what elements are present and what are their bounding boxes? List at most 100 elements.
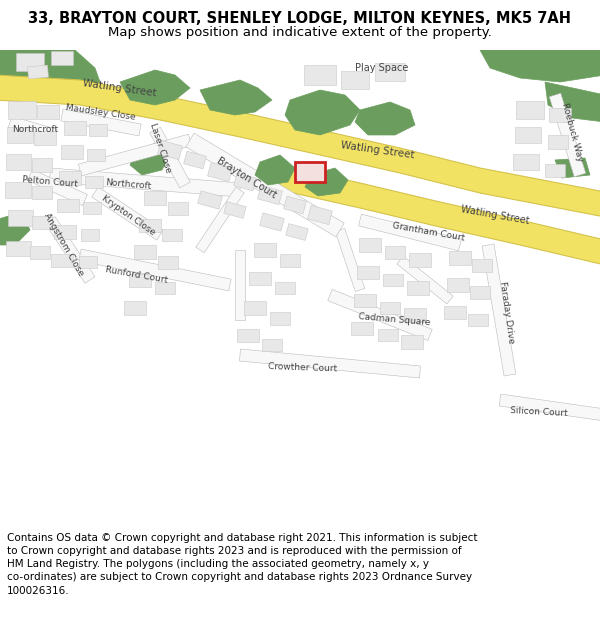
Bar bbox=[407, 281, 429, 295]
Text: Northcroft: Northcroft bbox=[12, 126, 58, 134]
Polygon shape bbox=[61, 109, 141, 136]
Bar bbox=[134, 245, 156, 259]
Text: Grantham Court: Grantham Court bbox=[392, 221, 466, 243]
Polygon shape bbox=[359, 214, 461, 251]
Bar bbox=[5, 182, 31, 198]
Bar bbox=[59, 171, 81, 185]
Text: Laser Close: Laser Close bbox=[148, 122, 173, 174]
Bar bbox=[224, 202, 246, 218]
Polygon shape bbox=[235, 250, 245, 320]
Text: Watling Street: Watling Street bbox=[460, 204, 530, 226]
Bar bbox=[16, 53, 44, 71]
Bar bbox=[385, 246, 405, 259]
Text: Runford Court: Runford Court bbox=[105, 265, 169, 285]
Polygon shape bbox=[549, 93, 586, 177]
Polygon shape bbox=[120, 70, 190, 105]
Polygon shape bbox=[150, 127, 190, 188]
Bar bbox=[254, 243, 276, 257]
Bar bbox=[8, 101, 36, 119]
Bar bbox=[244, 301, 266, 315]
Text: Angstrom Close: Angstrom Close bbox=[42, 212, 85, 278]
Bar bbox=[280, 254, 300, 266]
Bar bbox=[468, 314, 488, 326]
Bar bbox=[51, 254, 73, 266]
Bar bbox=[51, 51, 73, 65]
Bar bbox=[61, 145, 83, 159]
Bar bbox=[197, 191, 223, 209]
Bar bbox=[5, 154, 31, 170]
Bar bbox=[262, 339, 282, 351]
Bar bbox=[308, 206, 332, 224]
Text: Faraday Drive: Faraday Drive bbox=[498, 280, 515, 344]
Bar bbox=[168, 201, 188, 214]
Bar bbox=[32, 216, 52, 229]
Bar bbox=[341, 71, 369, 89]
Polygon shape bbox=[355, 102, 415, 135]
Bar bbox=[57, 199, 79, 211]
Bar bbox=[81, 229, 99, 241]
Text: Northcroft: Northcroft bbox=[105, 179, 152, 191]
Bar bbox=[124, 301, 146, 315]
Polygon shape bbox=[79, 134, 191, 176]
Polygon shape bbox=[305, 168, 348, 196]
Text: Crowther Court: Crowther Court bbox=[268, 362, 337, 374]
Bar bbox=[158, 256, 178, 269]
Bar bbox=[64, 121, 86, 135]
Text: Krypton Close: Krypton Close bbox=[100, 193, 157, 237]
Bar bbox=[5, 241, 31, 256]
Bar bbox=[472, 259, 492, 271]
Text: Silicon Court: Silicon Court bbox=[510, 406, 568, 418]
Polygon shape bbox=[45, 217, 95, 283]
Bar bbox=[233, 173, 256, 191]
Bar bbox=[383, 274, 403, 286]
Polygon shape bbox=[285, 90, 360, 135]
Text: Roebuck Way: Roebuck Way bbox=[560, 101, 584, 162]
Bar bbox=[34, 131, 56, 145]
Polygon shape bbox=[92, 187, 163, 240]
Bar bbox=[351, 321, 373, 334]
Bar bbox=[85, 176, 103, 188]
Polygon shape bbox=[200, 80, 272, 115]
Polygon shape bbox=[49, 168, 241, 197]
Bar bbox=[79, 256, 97, 268]
Bar bbox=[87, 149, 105, 161]
Polygon shape bbox=[130, 142, 170, 175]
Bar bbox=[444, 306, 466, 319]
Text: Pelton Court: Pelton Court bbox=[22, 175, 79, 189]
Bar bbox=[162, 229, 182, 241]
Bar bbox=[155, 282, 175, 294]
Bar bbox=[89, 124, 107, 136]
Bar bbox=[184, 151, 206, 169]
Bar bbox=[284, 196, 307, 214]
Polygon shape bbox=[328, 289, 432, 341]
Bar bbox=[515, 127, 541, 143]
Bar bbox=[275, 282, 295, 294]
Polygon shape bbox=[255, 155, 295, 185]
Bar bbox=[270, 311, 290, 324]
Bar bbox=[32, 158, 52, 172]
Bar bbox=[378, 329, 398, 341]
Text: Map shows position and indicative extent of the property.: Map shows position and indicative extent… bbox=[108, 26, 492, 39]
Bar bbox=[7, 210, 32, 226]
Bar bbox=[83, 202, 101, 214]
Bar bbox=[359, 238, 381, 252]
Bar bbox=[7, 127, 33, 143]
Bar bbox=[516, 101, 544, 119]
Bar bbox=[257, 186, 283, 204]
Polygon shape bbox=[397, 256, 453, 304]
Bar bbox=[447, 278, 469, 292]
Bar bbox=[158, 141, 182, 159]
Polygon shape bbox=[499, 394, 600, 421]
Bar bbox=[54, 225, 76, 239]
Bar bbox=[144, 191, 166, 205]
Bar bbox=[545, 164, 565, 176]
Polygon shape bbox=[480, 50, 600, 82]
Text: 33, BRAYTON COURT, SHENLEY LODGE, MILTON KEYNES, MK5 7AH: 33, BRAYTON COURT, SHENLEY LODGE, MILTON… bbox=[29, 11, 571, 26]
Polygon shape bbox=[545, 82, 600, 122]
Bar bbox=[357, 266, 379, 279]
Bar bbox=[548, 135, 568, 149]
Text: Contains OS data © Crown copyright and database right 2021. This information is : Contains OS data © Crown copyright and d… bbox=[7, 533, 478, 596]
Bar bbox=[139, 219, 161, 231]
Bar bbox=[470, 286, 490, 299]
Bar bbox=[304, 65, 336, 85]
